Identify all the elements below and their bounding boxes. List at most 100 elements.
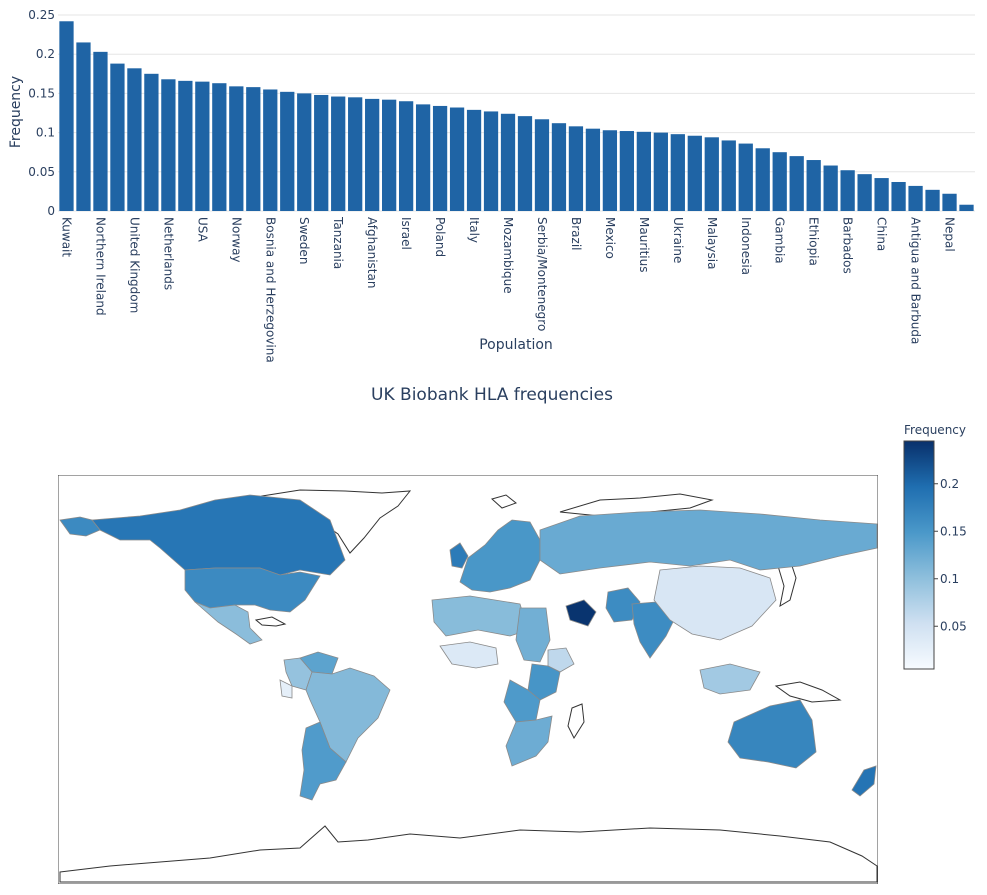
x-tick-label: Kuwait — [59, 217, 73, 257]
bar[interactable] — [59, 21, 74, 211]
bar[interactable] — [246, 87, 261, 211]
bar[interactable] — [636, 131, 651, 211]
region-new-zealand[interactable] — [851, 765, 877, 797]
region-nigeria[interactable] — [439, 641, 499, 669]
x-tick-label: Northern Ireland — [93, 217, 107, 316]
bar[interactable] — [568, 126, 584, 211]
x-tick-label: Serbia/Montenegro — [535, 217, 549, 331]
bar[interactable] — [517, 116, 533, 211]
region-china[interactable] — [653, 565, 777, 641]
bar[interactable] — [823, 165, 838, 211]
bar[interactable] — [789, 156, 804, 211]
bar[interactable] — [297, 93, 312, 211]
y-gridlines — [58, 14, 975, 212]
bar[interactable] — [670, 134, 685, 211]
bar[interactable] — [704, 137, 719, 211]
x-tick-label: Nepal — [943, 217, 957, 252]
bar[interactable] — [382, 99, 397, 211]
bar[interactable] — [857, 174, 872, 211]
antarctica-outline — [59, 825, 878, 883]
bar[interactable] — [76, 42, 91, 211]
region-ecuador[interactable] — [279, 679, 293, 699]
bar[interactable] — [585, 128, 601, 211]
bar[interactable] — [551, 123, 567, 211]
region-mexico[interactable] — [194, 601, 263, 645]
x-tick-label: United Kingdom — [127, 217, 141, 313]
bar[interactable] — [365, 98, 380, 211]
region-kuwait[interactable] — [565, 599, 597, 627]
madagascar-outline — [567, 703, 585, 740]
x-tick-label: Gambia — [773, 217, 787, 264]
region-pakistan[interactable] — [605, 587, 641, 623]
bars — [59, 21, 974, 212]
bar[interactable] — [840, 170, 855, 211]
x-tick-label: Mozambique — [501, 217, 515, 294]
colorbar-tick-label: 0.05 — [940, 619, 967, 633]
x-tick-label: Brazil — [569, 217, 583, 251]
y-tick-labels: 0 0.05 0.1 0.15 0.2 0.25 — [28, 8, 55, 218]
bar[interactable] — [806, 160, 821, 211]
region-canada[interactable] — [91, 494, 346, 576]
x-tick-label: Poland — [433, 217, 447, 257]
bar[interactable] — [534, 119, 550, 211]
bar[interactable] — [925, 189, 940, 211]
bar[interactable] — [959, 204, 974, 211]
bar[interactable] — [110, 63, 125, 211]
colorbar-gradient — [903, 440, 935, 670]
bar[interactable] — [398, 101, 414, 211]
region-brazil[interactable] — [305, 667, 391, 763]
bar[interactable] — [212, 83, 227, 211]
region-alaska[interactable] — [59, 516, 101, 537]
bar[interactable] — [755, 148, 770, 211]
bar[interactable] — [195, 81, 210, 211]
y-tick-label: 0 — [47, 204, 55, 218]
bar[interactable] — [161, 79, 176, 212]
bar[interactable] — [908, 185, 923, 211]
bar[interactable] — [415, 104, 431, 211]
bar[interactable] — [280, 91, 295, 211]
region-sudan[interactable] — [515, 607, 551, 663]
region-indonesia[interactable] — [699, 663, 761, 695]
bar[interactable] — [619, 131, 635, 211]
colorbar-tick-label: 0.15 — [940, 524, 967, 538]
x-tick-label: Sweden — [297, 217, 311, 264]
caribbean-outline — [254, 616, 287, 627]
bar[interactable] — [348, 97, 363, 211]
x-tick-label: China — [875, 217, 889, 251]
bar[interactable] — [687, 135, 702, 211]
bar[interactable] — [229, 86, 244, 211]
bar[interactable] — [653, 132, 668, 211]
colorbar-title: Frequency — [904, 423, 966, 437]
bar[interactable] — [314, 94, 329, 211]
bar[interactable] — [127, 68, 142, 211]
bar[interactable] — [263, 89, 278, 211]
region-europe[interactable] — [459, 519, 541, 593]
region-mozambique[interactable] — [505, 715, 553, 767]
region-australia[interactable] — [727, 699, 817, 769]
colorbar-ticks: 0.05 0.1 0.15 0.2 — [934, 477, 967, 633]
bar[interactable] — [144, 73, 159, 211]
bar[interactable] — [721, 140, 736, 211]
bar[interactable] — [178, 80, 193, 211]
bar[interactable] — [891, 181, 906, 211]
region-usa[interactable] — [184, 567, 321, 613]
bar[interactable] — [500, 113, 516, 211]
region-argentina[interactable] — [299, 721, 347, 801]
bar[interactable] — [449, 107, 465, 211]
region-ethiopia[interactable] — [547, 647, 575, 673]
region-libya[interactable] — [431, 595, 529, 637]
bar[interactable] — [874, 178, 889, 211]
bar[interactable] — [942, 193, 957, 211]
bar[interactable] — [772, 152, 787, 211]
x-tick-label: Afghanistan — [365, 217, 379, 288]
region-russia[interactable] — [539, 509, 878, 575]
bar[interactable] — [483, 111, 499, 211]
bar[interactable] — [93, 51, 108, 212]
bar[interactable] — [432, 105, 448, 211]
bar[interactable] — [331, 96, 346, 211]
bar[interactable] — [466, 109, 482, 211]
region-united-kingdom[interactable] — [449, 542, 469, 569]
bar[interactable] — [738, 143, 753, 211]
colorbar: Frequency 0.05 0.1 0.15 0.2 — [903, 423, 967, 670]
bar[interactable] — [602, 130, 618, 211]
